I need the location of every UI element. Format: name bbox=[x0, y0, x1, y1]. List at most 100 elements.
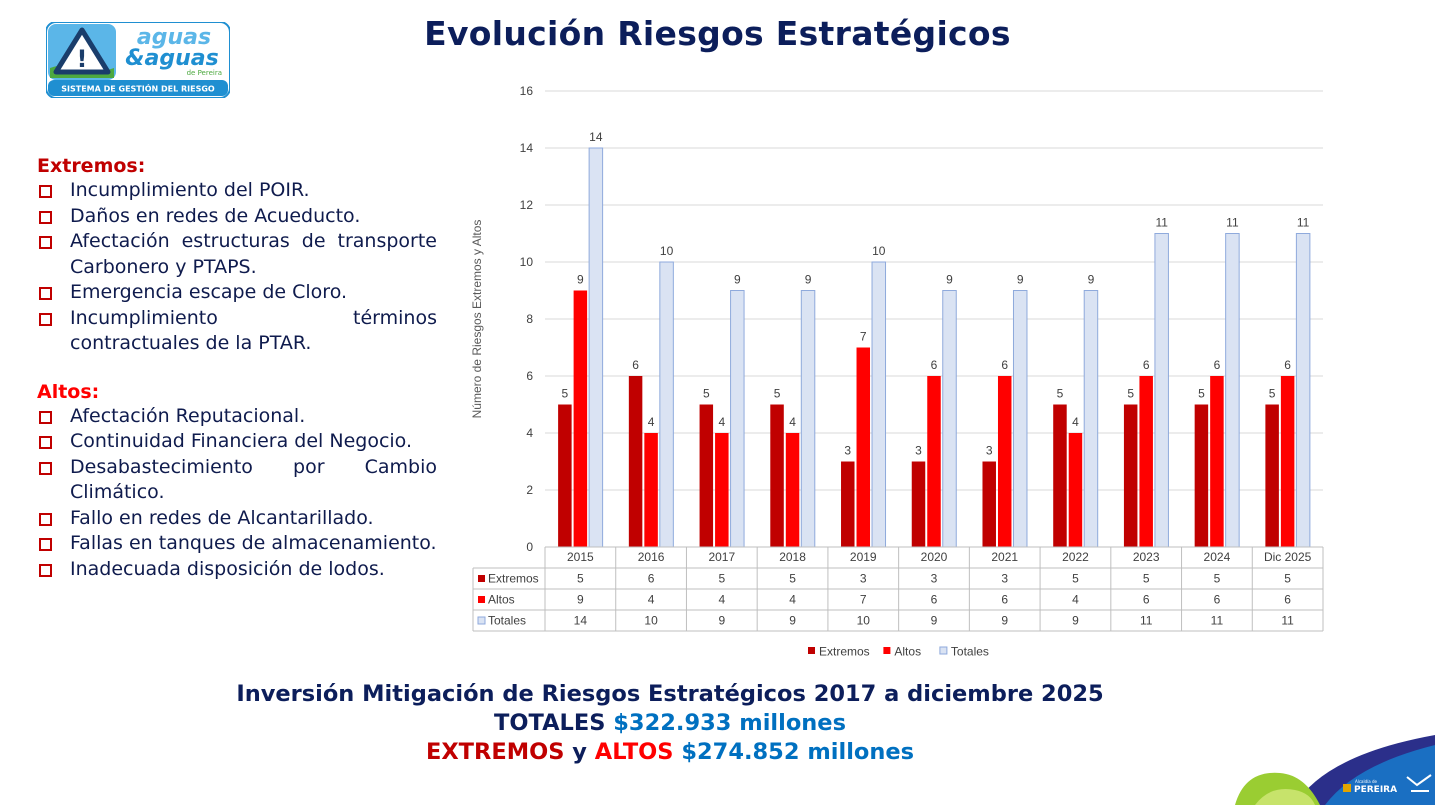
x-tick-label: 2019 bbox=[850, 550, 877, 564]
data-label: 7 bbox=[860, 330, 867, 344]
checkbox-bullet-icon bbox=[39, 538, 52, 551]
data-label: 5 bbox=[703, 387, 710, 401]
bar-totales bbox=[588, 147, 604, 548]
data-label: 6 bbox=[1001, 358, 1008, 372]
x-tick-label: Dic 2025 bbox=[1264, 550, 1312, 564]
legend-label: Altos bbox=[894, 645, 921, 659]
table-cell: 11 bbox=[1211, 614, 1224, 628]
table-cell: 5 bbox=[1072, 572, 1079, 586]
risk-evolution-chart: 0 2 4 6 8 10 12 14 16 Número de Riesgos Extremos … bbox=[470, 84, 1324, 659]
table-cell: 10 bbox=[644, 614, 658, 628]
bar-altos bbox=[715, 433, 729, 547]
data-label: 6 bbox=[1284, 358, 1291, 372]
coat-of-arms-icon bbox=[1343, 784, 1351, 792]
data-label: 3 bbox=[915, 444, 922, 458]
table-cell: 9 bbox=[931, 614, 938, 628]
bar-totales bbox=[1012, 290, 1028, 548]
extremos-label: EXTREMOS bbox=[425, 739, 565, 765]
data-label: 4 bbox=[1072, 415, 1079, 429]
table-row-label: Totales bbox=[488, 614, 526, 628]
table-cell: 5 bbox=[789, 572, 796, 586]
bar-altos bbox=[997, 376, 1012, 547]
data-label: 9 bbox=[734, 273, 741, 287]
y-tick-label: 14 bbox=[520, 141, 534, 155]
x-tick-label: 2016 bbox=[638, 550, 665, 564]
data-label: 10 bbox=[872, 244, 886, 258]
extremos-altos-line: EXTREMOS y ALTOS $274.852 millones bbox=[0, 738, 1340, 767]
list-item: Inadecuada disposición de lodos. bbox=[37, 557, 437, 583]
data-label: 9 bbox=[577, 273, 584, 287]
y-tick-label: 0 bbox=[526, 540, 533, 554]
y-tick-label: 16 bbox=[520, 84, 534, 98]
bar-extremos bbox=[1123, 404, 1138, 547]
bar-altos bbox=[785, 433, 800, 547]
table-cell: 4 bbox=[718, 593, 725, 607]
data-label: 6 bbox=[931, 358, 938, 372]
data-label: 11 bbox=[1226, 216, 1239, 230]
table-cell: 5 bbox=[1214, 572, 1221, 586]
table-legend-swatch bbox=[478, 575, 485, 582]
table-cell: 3 bbox=[931, 572, 938, 586]
bar-totales bbox=[1295, 233, 1311, 548]
extremos-list: Incumplimiento del POIR. Daños en redes … bbox=[37, 178, 437, 357]
table-cell: 4 bbox=[1072, 593, 1079, 607]
bar-totales bbox=[1154, 233, 1169, 548]
bar-extremos bbox=[911, 461, 926, 547]
logo-brand-top: aguas bbox=[137, 25, 211, 50]
risks-panel: Extremos: Incumplimiento del POIR. Daños… bbox=[37, 155, 437, 582]
totales-value: $322.933 millones bbox=[613, 710, 846, 736]
table-cell: 6 bbox=[1284, 593, 1291, 607]
y-tick-label: 8 bbox=[526, 312, 533, 326]
x-tick-label: 2021 bbox=[991, 550, 1018, 564]
bar-totales bbox=[942, 290, 957, 548]
bar-extremos bbox=[558, 404, 572, 547]
data-label: 5 bbox=[1269, 387, 1276, 401]
investment-summary: Inversión Mitigación de Riesgos Estratég… bbox=[0, 680, 1340, 767]
checkbox-bullet-icon bbox=[39, 312, 52, 326]
table-cell: 6 bbox=[648, 572, 655, 586]
table-cell: 3 bbox=[1001, 572, 1008, 586]
bar-extremos bbox=[628, 376, 643, 547]
logo-mark: ! bbox=[77, 45, 88, 73]
totales-line: TOTALES $322.933 millones bbox=[0, 709, 1340, 738]
corner-brand-name: PEREIRA bbox=[1354, 785, 1397, 795]
table-legend-swatch bbox=[478, 596, 485, 603]
aguas-y-aguas-logo: ! aguas &aguas de Pereira SISTEMA DE GES… bbox=[46, 22, 230, 98]
data-label: 6 bbox=[1214, 358, 1221, 372]
data-label: 5 bbox=[1127, 387, 1134, 401]
list-item: Incumplimiento términos contractuales de… bbox=[37, 306, 437, 357]
altos-list: Afectación Reputacional. Continuidad Fin… bbox=[37, 404, 437, 583]
x-tick-label: 2023 bbox=[1133, 550, 1160, 564]
bar-altos bbox=[644, 433, 658, 547]
bird-icon bbox=[1406, 774, 1432, 792]
x-tick-label: 2017 bbox=[708, 550, 735, 564]
bar-totales bbox=[1225, 233, 1240, 548]
totales-label: TOTALES bbox=[494, 710, 606, 736]
checkbox-bullet-icon bbox=[39, 563, 52, 577]
checkbox-bullet-icon bbox=[39, 210, 52, 224]
checkbox-bullet-icon bbox=[39, 436, 52, 449]
data-label: 9 bbox=[1017, 273, 1024, 287]
x-tick-label: 2020 bbox=[921, 550, 948, 564]
y-word: y bbox=[572, 739, 587, 765]
data-label: 5 bbox=[1057, 387, 1064, 401]
y-tick-label: 6 bbox=[526, 369, 533, 383]
bar-extremos bbox=[982, 461, 996, 547]
data-label: 9 bbox=[946, 273, 953, 287]
bar-altos bbox=[1280, 376, 1295, 547]
bar-totales bbox=[800, 290, 816, 548]
legend-swatch bbox=[939, 646, 948, 655]
data-label: 5 bbox=[1198, 387, 1205, 401]
data-label: 5 bbox=[774, 387, 781, 401]
y-tick-label: 12 bbox=[520, 198, 534, 212]
bar-extremos bbox=[699, 404, 714, 547]
table-legend-swatch bbox=[477, 616, 486, 625]
list-item: Incumplimiento del POIR. bbox=[37, 178, 437, 204]
checkbox-bullet-icon bbox=[39, 287, 52, 300]
data-label: 11 bbox=[1155, 216, 1168, 230]
table-cell: 14 bbox=[574, 614, 588, 628]
data-label: 3 bbox=[986, 444, 993, 458]
table-cell: 10 bbox=[857, 614, 871, 628]
warning-icon bbox=[53, 27, 111, 75]
data-label: 14 bbox=[589, 130, 603, 144]
